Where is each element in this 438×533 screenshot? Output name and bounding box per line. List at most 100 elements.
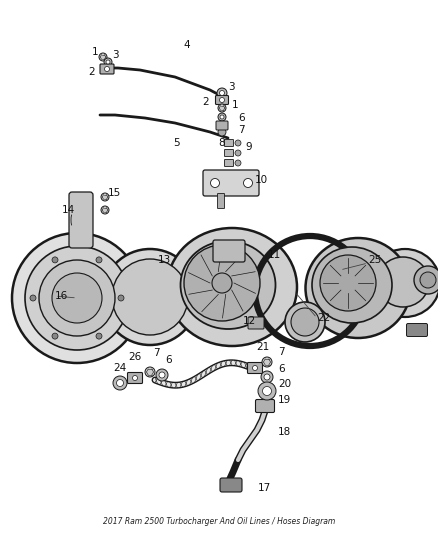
Text: 18: 18: [278, 427, 291, 437]
Circle shape: [291, 308, 319, 336]
Text: 5: 5: [173, 138, 180, 148]
FancyBboxPatch shape: [100, 64, 114, 74]
Text: 16: 16: [55, 291, 68, 301]
Circle shape: [212, 273, 232, 293]
Text: 10: 10: [255, 175, 268, 185]
FancyBboxPatch shape: [406, 324, 427, 336]
Circle shape: [52, 257, 58, 263]
Circle shape: [112, 259, 188, 335]
Text: 14: 14: [62, 205, 75, 215]
Circle shape: [211, 179, 219, 188]
FancyBboxPatch shape: [247, 362, 262, 374]
Text: 1: 1: [92, 47, 99, 57]
Circle shape: [113, 376, 127, 390]
Text: 6: 6: [278, 364, 285, 374]
Circle shape: [220, 115, 224, 119]
Text: 7: 7: [153, 348, 159, 358]
Circle shape: [264, 374, 270, 380]
Circle shape: [414, 266, 438, 294]
Circle shape: [25, 246, 129, 350]
Circle shape: [99, 53, 107, 61]
Circle shape: [184, 245, 260, 321]
Circle shape: [39, 260, 115, 336]
FancyBboxPatch shape: [69, 192, 93, 248]
Text: 19: 19: [278, 395, 291, 405]
Circle shape: [235, 160, 241, 166]
Text: 26: 26: [128, 352, 141, 362]
Circle shape: [320, 255, 376, 311]
Circle shape: [156, 369, 168, 381]
Ellipse shape: [312, 247, 392, 323]
Circle shape: [420, 272, 436, 288]
Text: 11: 11: [268, 250, 281, 260]
Circle shape: [104, 58, 112, 66]
Circle shape: [218, 104, 226, 112]
Circle shape: [101, 206, 109, 214]
Text: 4: 4: [183, 40, 190, 50]
Text: 24: 24: [113, 363, 126, 373]
Text: 6: 6: [165, 355, 172, 365]
Circle shape: [235, 150, 241, 156]
Text: 17: 17: [258, 483, 271, 493]
FancyBboxPatch shape: [225, 159, 233, 166]
Circle shape: [219, 98, 225, 102]
Text: 15: 15: [108, 188, 121, 198]
Circle shape: [96, 333, 102, 339]
Circle shape: [145, 367, 155, 377]
Circle shape: [52, 333, 58, 339]
Circle shape: [262, 386, 272, 395]
Text: 3: 3: [112, 50, 119, 60]
Text: 3: 3: [228, 82, 235, 92]
Text: 13: 13: [158, 255, 171, 265]
FancyBboxPatch shape: [225, 140, 233, 147]
Text: 1: 1: [232, 100, 239, 110]
FancyBboxPatch shape: [216, 121, 228, 130]
Text: 22: 22: [317, 313, 330, 323]
Ellipse shape: [370, 249, 438, 317]
Circle shape: [244, 179, 252, 188]
Ellipse shape: [180, 241, 276, 329]
FancyBboxPatch shape: [220, 478, 242, 492]
Circle shape: [258, 382, 276, 400]
Circle shape: [12, 233, 142, 363]
Circle shape: [105, 67, 110, 71]
Text: 9: 9: [245, 142, 251, 152]
Circle shape: [252, 366, 258, 370]
Text: 2: 2: [202, 97, 208, 107]
Text: 6: 6: [238, 113, 245, 123]
Circle shape: [96, 257, 102, 263]
Text: 21: 21: [256, 342, 269, 352]
Circle shape: [285, 302, 325, 342]
Circle shape: [133, 376, 138, 381]
Text: 8: 8: [218, 138, 225, 148]
Circle shape: [101, 193, 109, 201]
Circle shape: [261, 371, 273, 383]
FancyBboxPatch shape: [255, 400, 275, 413]
FancyBboxPatch shape: [213, 240, 245, 262]
Text: 7: 7: [278, 347, 285, 357]
Text: 7: 7: [238, 125, 245, 135]
Ellipse shape: [167, 228, 297, 346]
Circle shape: [219, 91, 225, 95]
Circle shape: [217, 88, 227, 98]
Circle shape: [235, 140, 241, 146]
Circle shape: [106, 60, 110, 64]
Circle shape: [117, 379, 124, 386]
FancyBboxPatch shape: [218, 193, 225, 208]
Text: 2017 Ram 2500 Turbocharger And Oil Lines / Hoses Diagram: 2017 Ram 2500 Turbocharger And Oil Lines…: [103, 518, 335, 527]
FancyBboxPatch shape: [203, 170, 259, 196]
Circle shape: [262, 357, 272, 367]
FancyBboxPatch shape: [127, 373, 142, 384]
FancyBboxPatch shape: [248, 317, 264, 329]
Ellipse shape: [377, 257, 429, 307]
Ellipse shape: [305, 238, 410, 338]
FancyBboxPatch shape: [215, 95, 229, 104]
Circle shape: [218, 113, 226, 121]
Text: 25: 25: [368, 255, 381, 265]
Circle shape: [52, 273, 102, 323]
Circle shape: [30, 295, 36, 301]
Circle shape: [102, 249, 198, 345]
Circle shape: [118, 295, 124, 301]
Text: 12: 12: [243, 316, 256, 326]
Text: 20: 20: [278, 379, 291, 389]
